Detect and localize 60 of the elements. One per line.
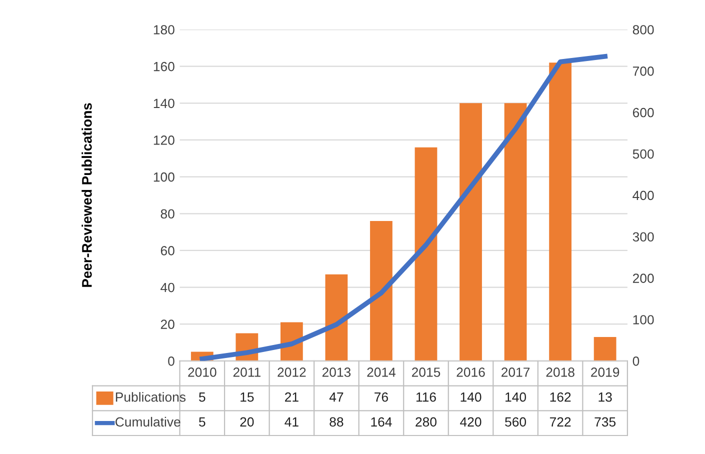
data-label: 20 — [240, 417, 254, 427]
x-tick-label: 2012 — [278, 368, 306, 377]
y-tick-label: 20 — [160, 320, 174, 330]
data-label: 47 — [329, 392, 344, 402]
bar — [370, 220, 392, 361]
y2-tick-label: 200 — [632, 274, 654, 283]
y-tick-label: 40 — [160, 282, 174, 292]
data-label: 722 — [550, 417, 571, 426]
data-label: 21 — [285, 392, 298, 402]
y2-tick-label: 100 — [633, 315, 654, 324]
data-label: 735 — [594, 417, 616, 427]
bar — [549, 62, 572, 361]
data-label: 280 — [416, 417, 436, 427]
x-tick-label: 2019 — [591, 368, 620, 377]
x-tick-label: 2013 — [322, 368, 351, 377]
x-tick-label: 2018 — [546, 368, 574, 377]
y2-tick-label: 0 — [632, 356, 640, 366]
line-series — [200, 54, 608, 361]
y-tick-label: 120 — [154, 136, 174, 145]
y2-tick-label: 400 — [632, 190, 654, 200]
y-tick-label: 180 — [154, 25, 174, 34]
bar — [414, 147, 438, 361]
y-tick-label: 0 — [168, 356, 174, 366]
bar — [594, 336, 616, 361]
data-label: 162 — [550, 392, 571, 402]
data-label: 116 — [416, 392, 436, 402]
legend-label: Cumulative — [116, 416, 180, 427]
y2-tick-label: 500 — [632, 149, 654, 159]
x-tick-label: 2016 — [456, 368, 485, 377]
y-tick-label: 80 — [160, 209, 174, 219]
data-label: 560 — [505, 417, 526, 427]
bar — [325, 274, 348, 361]
data-label: 420 — [460, 417, 482, 427]
bar — [460, 103, 482, 361]
x-tick-label: 2010 — [188, 368, 216, 377]
data-label: 140 — [460, 392, 482, 402]
x-tick-label: 2011 — [233, 368, 260, 377]
y-tick-label: 60 — [160, 246, 174, 256]
data-label: 15 — [240, 392, 254, 402]
data-label: 76 — [374, 392, 388, 402]
y-tick-label: 140 — [154, 98, 174, 108]
y2-tick-label: 800 — [632, 25, 654, 34]
data-label: 88 — [330, 417, 344, 427]
data-label: 164 — [371, 417, 392, 427]
y-tick-label: 100 — [154, 172, 174, 182]
x-tick-label: 2017 — [502, 368, 530, 377]
y2-tick-label: 300 — [632, 232, 654, 242]
x-tick-label: 2014 — [367, 368, 396, 377]
bar — [504, 103, 527, 361]
legend-label: Publications — [116, 392, 186, 402]
data-label: 140 — [506, 392, 526, 402]
x-tick-label: 2015 — [412, 368, 440, 377]
y-axis-title: Peer-Reviewed Publications — [82, 103, 92, 287]
data-label: 5 — [199, 417, 206, 427]
data-label: 5 — [199, 392, 206, 402]
y2-tick-label: 700 — [632, 66, 654, 76]
data-label: 41 — [284, 417, 298, 426]
y-tick-label: 160 — [154, 62, 174, 72]
y2-tick-label: 600 — [632, 108, 654, 118]
data-label: 13 — [598, 392, 612, 402]
